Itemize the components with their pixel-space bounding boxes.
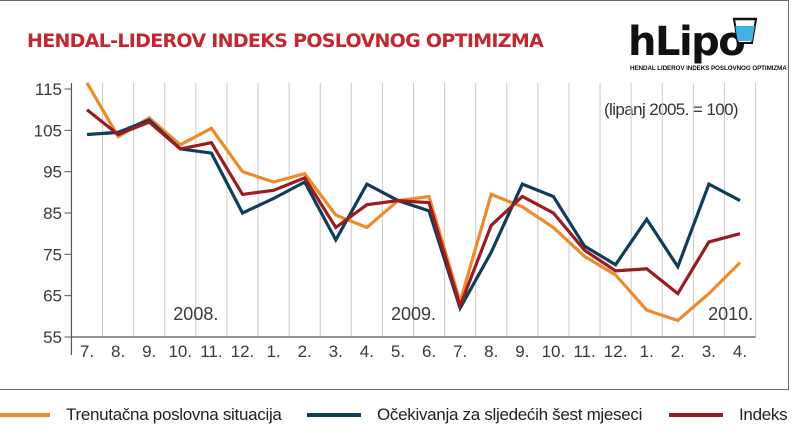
series-lines — [85, 81, 742, 323]
logo-subtitle: HENDAL LIDEROV INDEKS POSLOVNOG OPTIMIZM… — [630, 65, 787, 72]
x-tick-label: 8. — [111, 342, 125, 361]
y-tick-label: 55 — [43, 328, 62, 347]
x-tick-label: 11. — [200, 342, 222, 361]
year-label: 2009. — [391, 304, 436, 324]
year-label: 2010. — [708, 304, 753, 324]
chart-title: HENDAL-LIDEROV INDEKS POSLOVNOG OPTIMIZM… — [27, 30, 544, 52]
legend-swatch-trenutacna — [0, 413, 50, 417]
y-tick-label: 65 — [43, 287, 62, 306]
legend-label-indeks: Indeks — [739, 405, 788, 424]
series-line-ocekivanja — [86, 118, 741, 313]
x-tick-label: 2. — [671, 342, 685, 361]
x-tick-label: 3. — [329, 342, 343, 361]
x-tick-label: 1. — [266, 342, 280, 361]
legend-swatch-indeks — [669, 413, 723, 417]
grid-lines — [70, 83, 757, 337]
x-tick-label: 10. — [542, 342, 566, 361]
series-line-trenutacna — [85, 81, 742, 323]
x-tick-label: 9. — [515, 342, 529, 361]
x-tick-label: 2. — [298, 342, 312, 361]
x-tick-label: 9. — [142, 342, 156, 361]
x-tick-labels: 7. 8. 9. 10. 11. 12. 1. 2. 3. 4. 5. 6. 7. 8. 9. 10. 11. 1… — [80, 342, 747, 361]
series-line-indeks — [86, 108, 741, 311]
logo-wordmark: hLipo — [628, 19, 746, 65]
x-tick-label: 4. — [733, 342, 747, 361]
legend-swatch-ocekivanja — [307, 413, 361, 417]
x-tick-label: 1. — [640, 342, 654, 361]
x-tick-label: 5. — [391, 342, 405, 361]
legend-item-indeks: Indeks — [669, 398, 788, 432]
x-tick-label: 8. — [484, 342, 498, 361]
y-tick-label: 75 — [43, 245, 62, 264]
year-label: 2008. — [173, 304, 218, 324]
legend-label-trenutacna: Trenutačna poslovna situacija — [66, 405, 282, 424]
axes — [70, 83, 756, 355]
hlipo-logo: hLipo HENDAL LIDEROV INDEKS POSLOVNOG OP… — [622, 14, 787, 76]
y-tick-label: 85 — [43, 204, 62, 223]
x-tick-label: 6. — [422, 342, 436, 361]
x-tick-label: 7. — [453, 342, 467, 361]
legend: Trenutačna poslovna situacija Očekivanja… — [0, 398, 792, 432]
legend-label-ocekivanja: Očekivanja za sljedećih šest mjeseci — [377, 405, 643, 424]
x-tick-label: 3. — [702, 342, 716, 361]
y-tick-label: 115 — [35, 80, 62, 99]
year-labels: 2008. 2009. 2010. — [173, 304, 753, 324]
x-tick-label: 7. — [80, 342, 94, 361]
chart-frame — [0, 0, 789, 390]
y-tick-labels: 55 65 75 85 95 105 115 — [34, 80, 72, 347]
x-tick-label: 11. — [573, 342, 595, 361]
x-tick-label: 12. — [604, 342, 628, 361]
base-note: (lipanj 2005. = 100) — [603, 100, 739, 119]
line-chart: 55 65 75 85 95 105 115 7. 8. 9. 10. 11. 12. 1. 2. 3. 4.… — [34, 80, 757, 361]
legend-item-trenutacna: Trenutačna poslovna situacija — [0, 398, 282, 432]
cup-icon — [732, 17, 758, 44]
x-tick-label: 10. — [168, 342, 192, 361]
x-tick-label: 12. — [231, 342, 255, 361]
y-tick-label: 95 — [43, 163, 62, 182]
y-tick-label: 105 — [34, 121, 62, 140]
legend-item-ocekivanja: Očekivanja za sljedećih šest mjeseci — [307, 398, 642, 432]
x-tick-label: 4. — [360, 342, 374, 361]
